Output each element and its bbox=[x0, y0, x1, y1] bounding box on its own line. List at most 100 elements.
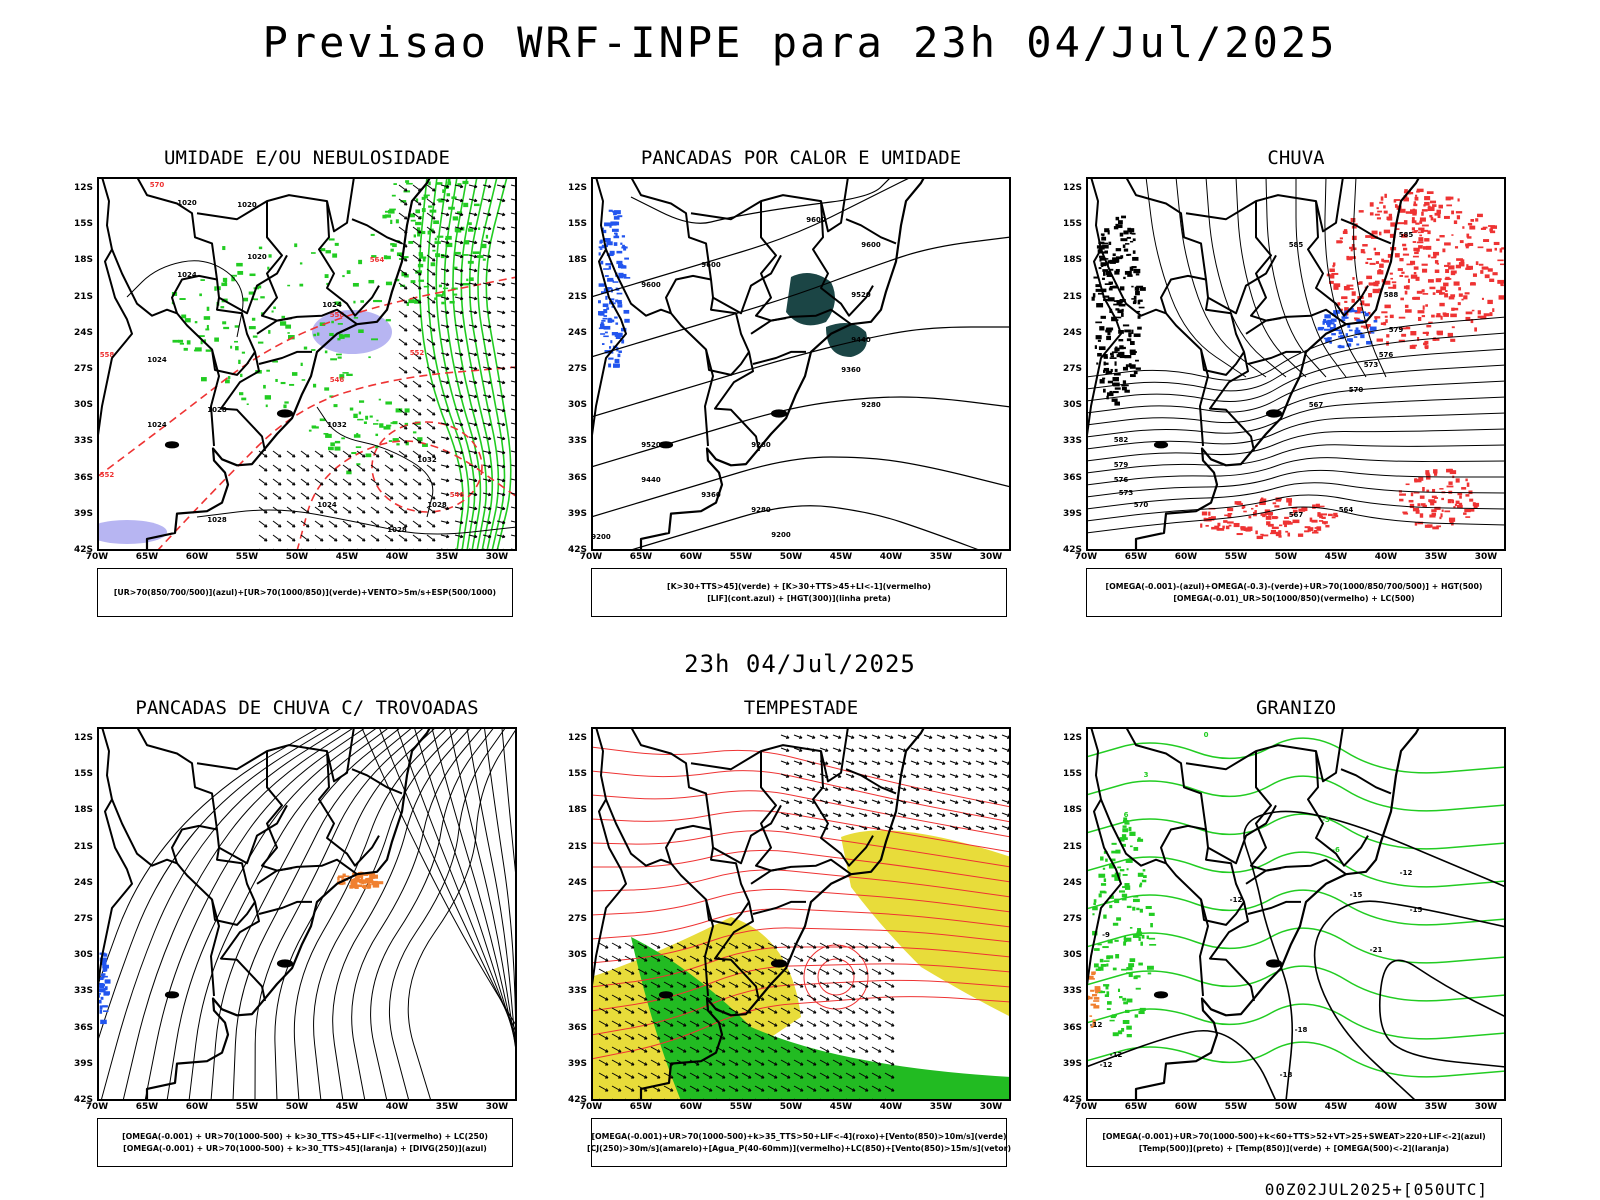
wind-vector bbox=[277, 482, 282, 486]
wind-vector bbox=[650, 1072, 661, 1079]
wind-vector bbox=[663, 1085, 674, 1092]
wind-vector bbox=[473, 506, 478, 511]
wind-vector bbox=[454, 520, 464, 524]
temp850-contour bbox=[1138, 962, 1143, 966]
wind-vector bbox=[656, 971, 661, 975]
wind-vector bbox=[676, 955, 687, 962]
wind-vector bbox=[487, 520, 492, 525]
panel-title-pancadas-calor: PANCADAS POR CALOR E UMIDADE bbox=[640, 147, 962, 169]
humidity-green-area bbox=[358, 411, 362, 415]
wind-vector bbox=[328, 464, 338, 472]
lon-tick-label: 60W bbox=[185, 552, 209, 562]
humidity-green-area bbox=[415, 198, 419, 203]
streamline bbox=[360, 727, 517, 1028]
wind-vector bbox=[780, 968, 791, 975]
terrain-contour bbox=[1135, 359, 1139, 362]
omega-orange-area bbox=[1086, 996, 1093, 1000]
rain-red-area bbox=[1200, 523, 1203, 528]
rain-red-area bbox=[1426, 475, 1431, 480]
orange-storm-area bbox=[337, 876, 340, 881]
wind-vector bbox=[962, 734, 972, 739]
wind-vector bbox=[459, 534, 464, 539]
country-border bbox=[1340, 768, 1392, 795]
lon-tick-label: 35W bbox=[1424, 552, 1448, 562]
wind-vector bbox=[598, 955, 609, 962]
humidity-green-area bbox=[331, 320, 334, 324]
wind-vector bbox=[468, 464, 478, 468]
wind-vector bbox=[431, 300, 436, 304]
wind-vector bbox=[975, 799, 985, 804]
wind-vector bbox=[811, 813, 816, 817]
wind-vector bbox=[459, 478, 464, 483]
wind-vector bbox=[715, 968, 726, 975]
humidity-green-area bbox=[452, 293, 458, 296]
wind-vector bbox=[624, 1046, 635, 1053]
wind-vector bbox=[949, 799, 959, 804]
wind-vector bbox=[897, 825, 907, 830]
wind-vector bbox=[754, 1072, 765, 1079]
rain-red-area bbox=[1364, 303, 1370, 307]
rain-red-area bbox=[1278, 524, 1283, 527]
wind-vector bbox=[832, 942, 843, 949]
rain-red-area bbox=[1424, 201, 1430, 206]
wind-vector bbox=[426, 310, 436, 318]
rain-red-area bbox=[1453, 281, 1460, 286]
wind-vector bbox=[858, 786, 868, 791]
lat-tick-label: 15S bbox=[1062, 219, 1082, 230]
rain-red-area bbox=[1205, 524, 1209, 527]
wind-vector bbox=[501, 366, 506, 371]
wind-vector bbox=[417, 468, 422, 472]
contour-label: 546 bbox=[330, 376, 345, 384]
rain-red-area bbox=[1490, 225, 1498, 229]
lat-tick-label: 12S bbox=[567, 183, 587, 194]
geopotential-contour bbox=[1324, 177, 1367, 378]
humidity-green-area bbox=[406, 302, 409, 306]
rain-red-area bbox=[1436, 278, 1442, 281]
wind-vector bbox=[482, 296, 492, 300]
wind-vector bbox=[445, 198, 450, 203]
streamline bbox=[97, 727, 333, 1046]
lat-tick-label: 33S bbox=[567, 436, 587, 447]
humidity-green-area bbox=[334, 440, 341, 444]
wind-green-area bbox=[631, 937, 1011, 1101]
wind-vector bbox=[871, 1033, 882, 1040]
temp850-contour bbox=[1126, 998, 1133, 1003]
wind-vector bbox=[656, 1062, 661, 1066]
wind-vector bbox=[728, 1085, 739, 1092]
humidity-green-area bbox=[446, 193, 451, 197]
rain-red-area bbox=[1427, 230, 1431, 235]
humidity-green-area bbox=[334, 446, 341, 451]
wind-vector bbox=[825, 1088, 830, 1092]
rain-red-area bbox=[1410, 209, 1417, 214]
rain-red-area bbox=[1465, 311, 1473, 315]
rain-red-area bbox=[1350, 217, 1356, 223]
wind-vector bbox=[650, 1020, 661, 1027]
divergence-blue-area bbox=[102, 975, 108, 978]
temp850-contour bbox=[1132, 933, 1140, 938]
rain-red-area bbox=[1441, 292, 1445, 295]
rain-red-area bbox=[1424, 196, 1431, 201]
wind-vector bbox=[459, 338, 464, 343]
wind-vector bbox=[473, 296, 478, 301]
wind-vector bbox=[786, 1049, 791, 1053]
wind-vector bbox=[708, 1049, 713, 1053]
rain-red-area bbox=[1412, 255, 1419, 258]
wind-vector bbox=[954, 787, 959, 791]
rain-red-area bbox=[1461, 487, 1467, 490]
wind-vector bbox=[838, 958, 843, 962]
height-contour bbox=[591, 396, 1011, 468]
lat-tick-label: 12S bbox=[73, 733, 93, 744]
wind-vector bbox=[445, 478, 450, 483]
wind-vector bbox=[328, 506, 338, 514]
wind-vector bbox=[384, 464, 394, 472]
rain-red-area bbox=[1368, 331, 1371, 334]
wind-vector bbox=[980, 774, 985, 778]
wind-vector bbox=[845, 1020, 856, 1027]
wind-vector bbox=[760, 1036, 765, 1040]
wind-vector bbox=[695, 1075, 700, 1079]
orange-storm-area bbox=[363, 884, 367, 889]
rain-red-area bbox=[1448, 265, 1455, 270]
wind-vector bbox=[468, 282, 478, 286]
rain-red-area bbox=[1432, 251, 1440, 256]
wind-vector bbox=[884, 981, 895, 988]
